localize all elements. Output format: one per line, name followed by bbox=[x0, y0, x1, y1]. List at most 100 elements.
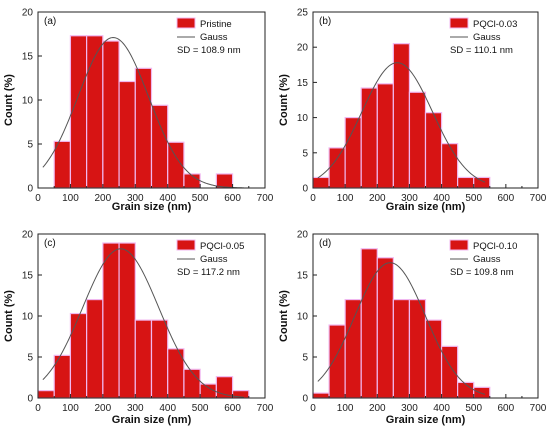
y-tick-label: 10 bbox=[297, 312, 309, 323]
histogram-bar bbox=[86, 35, 104, 189]
y-axis-title: Count (%) bbox=[3, 74, 15, 126]
histogram-bar bbox=[424, 112, 443, 189]
x-tick-label: 200 bbox=[95, 403, 112, 414]
x-axis-title: Grain size (nm) bbox=[112, 414, 192, 426]
x-tick-label: 500 bbox=[192, 193, 209, 204]
histogram-bar bbox=[473, 176, 491, 189]
histogram-bar bbox=[408, 91, 427, 189]
x-tick-label: 0 bbox=[35, 403, 41, 414]
histogram-bar bbox=[134, 319, 153, 399]
legend-sd-label: SD = 108.9 nm bbox=[177, 45, 241, 56]
y-tick-label: 5 bbox=[302, 148, 308, 159]
x-tick-label: 400 bbox=[433, 403, 450, 414]
histogram-bar bbox=[118, 242, 136, 399]
gauss-fit-line bbox=[42, 248, 244, 398]
y-tick-label: 15 bbox=[22, 52, 34, 63]
x-tick-label: 500 bbox=[192, 403, 209, 414]
histogram-bar bbox=[69, 35, 88, 189]
histogram-bar bbox=[457, 176, 475, 189]
legend-sd-label: SD = 110.1 nm bbox=[450, 45, 513, 56]
panel-label: (c) bbox=[44, 238, 56, 249]
histogram-bar bbox=[118, 80, 136, 189]
chart-panel-2: 0 100 200 300 400 500 600 700 0 5 10 15 20 25 Grain si… bbox=[278, 8, 547, 214]
x-tick-label: 500 bbox=[465, 403, 482, 414]
y-tick-label: 20 bbox=[297, 43, 309, 54]
x-tick-label: 200 bbox=[95, 193, 112, 204]
x-tick-label: 500 bbox=[465, 193, 482, 204]
legend-line-label: Gauss bbox=[200, 32, 228, 43]
x-tick-label: 700 bbox=[257, 403, 274, 414]
histogram-bar bbox=[312, 176, 330, 189]
histogram-bar bbox=[408, 299, 427, 399]
x-tick-label: 700 bbox=[530, 403, 547, 414]
y-axis-title: Count (%) bbox=[278, 74, 290, 126]
legend-sd-label: SD = 117.2 nm bbox=[177, 267, 240, 278]
y-tick-label: 25 bbox=[297, 8, 309, 19]
histogram-bar bbox=[344, 116, 362, 189]
histogram-bar bbox=[150, 104, 169, 189]
x-tick-label: 0 bbox=[35, 193, 41, 204]
x-tick-label: 100 bbox=[62, 403, 79, 414]
gauss-fit-line bbox=[42, 37, 244, 189]
x-tick-label: 200 bbox=[369, 403, 386, 414]
gauss-fit-line bbox=[317, 262, 486, 395]
histogram-bar bbox=[53, 140, 72, 189]
gauss-fit-line bbox=[317, 62, 486, 183]
histogram-bar bbox=[312, 392, 330, 399]
panel-label: (d) bbox=[319, 238, 331, 249]
x-tick-label: 400 bbox=[159, 403, 176, 414]
histogram-bar bbox=[86, 299, 104, 399]
y-tick-label: 20 bbox=[297, 230, 309, 241]
x-tick-label: 300 bbox=[127, 403, 144, 414]
x-axis-title: Grain size (nm) bbox=[112, 201, 192, 213]
y-tick-label: 5 bbox=[302, 353, 308, 364]
histogram-bar bbox=[183, 368, 201, 399]
y-tick-label: 0 bbox=[27, 394, 33, 405]
x-tick-label: 400 bbox=[159, 193, 176, 204]
legend-bar-label: PQCl-0.03 bbox=[473, 19, 517, 30]
legend-bar-label: PQCl-0.10 bbox=[473, 241, 517, 252]
x-tick-label: 400 bbox=[433, 193, 450, 204]
panel-label: (a) bbox=[44, 16, 56, 27]
y-tick-label: 20 bbox=[22, 230, 34, 241]
legend-bar-swatch bbox=[449, 239, 469, 251]
panel-label: (b) bbox=[319, 16, 331, 27]
legend-line-label: Gauss bbox=[200, 254, 228, 265]
x-tick-label: 600 bbox=[498, 193, 515, 204]
x-tick-label: 0 bbox=[310, 403, 316, 414]
legend-bar-label: PQCl-0.05 bbox=[200, 241, 244, 252]
histogram-bar bbox=[376, 83, 394, 189]
y-tick-label: 10 bbox=[22, 312, 34, 323]
x-tick-label: 300 bbox=[401, 193, 418, 204]
y-tick-label: 0 bbox=[27, 184, 33, 195]
legend-bar-swatch bbox=[176, 17, 196, 29]
chart-panel-4: 0 100 200 300 400 500 600 700 0 5 10 15 20 Grain size… bbox=[278, 230, 547, 427]
x-tick-label: 100 bbox=[337, 403, 354, 414]
histogram-bar bbox=[392, 43, 411, 189]
histogram-bar bbox=[328, 324, 346, 399]
histogram-bar bbox=[37, 390, 55, 399]
y-tick-label: 5 bbox=[27, 353, 33, 364]
y-tick-label: 15 bbox=[297, 78, 309, 89]
histogram-bar bbox=[440, 143, 459, 189]
y-tick-label: 5 bbox=[27, 140, 33, 151]
histogram-bar bbox=[344, 299, 362, 399]
legend-line-label: Gauss bbox=[473, 254, 501, 265]
histogram-bar bbox=[360, 248, 378, 399]
histogram-bar bbox=[150, 319, 169, 399]
x-tick-label: 600 bbox=[498, 403, 515, 414]
chart-panel-1: 0 100 200 300 400 500 600 700 0 5 10 15 20 Grain size… bbox=[3, 8, 274, 214]
x-tick-label: 700 bbox=[530, 193, 547, 204]
y-tick-label: 20 bbox=[22, 8, 34, 19]
y-axis-title: Count (%) bbox=[3, 290, 15, 342]
x-axis-title: Grain size (nm) bbox=[386, 201, 466, 213]
legend-bar-swatch bbox=[176, 239, 196, 251]
x-tick-label: 700 bbox=[257, 193, 274, 204]
x-tick-label: 300 bbox=[127, 193, 144, 204]
histogram-bar bbox=[473, 386, 491, 399]
chart-panel-3: 0 100 200 300 400 500 600 700 0 5 10 15 20 Grain size… bbox=[3, 230, 274, 427]
y-tick-label: 0 bbox=[302, 184, 308, 195]
histogram-bar bbox=[102, 40, 120, 189]
histogram-bar bbox=[392, 299, 411, 399]
